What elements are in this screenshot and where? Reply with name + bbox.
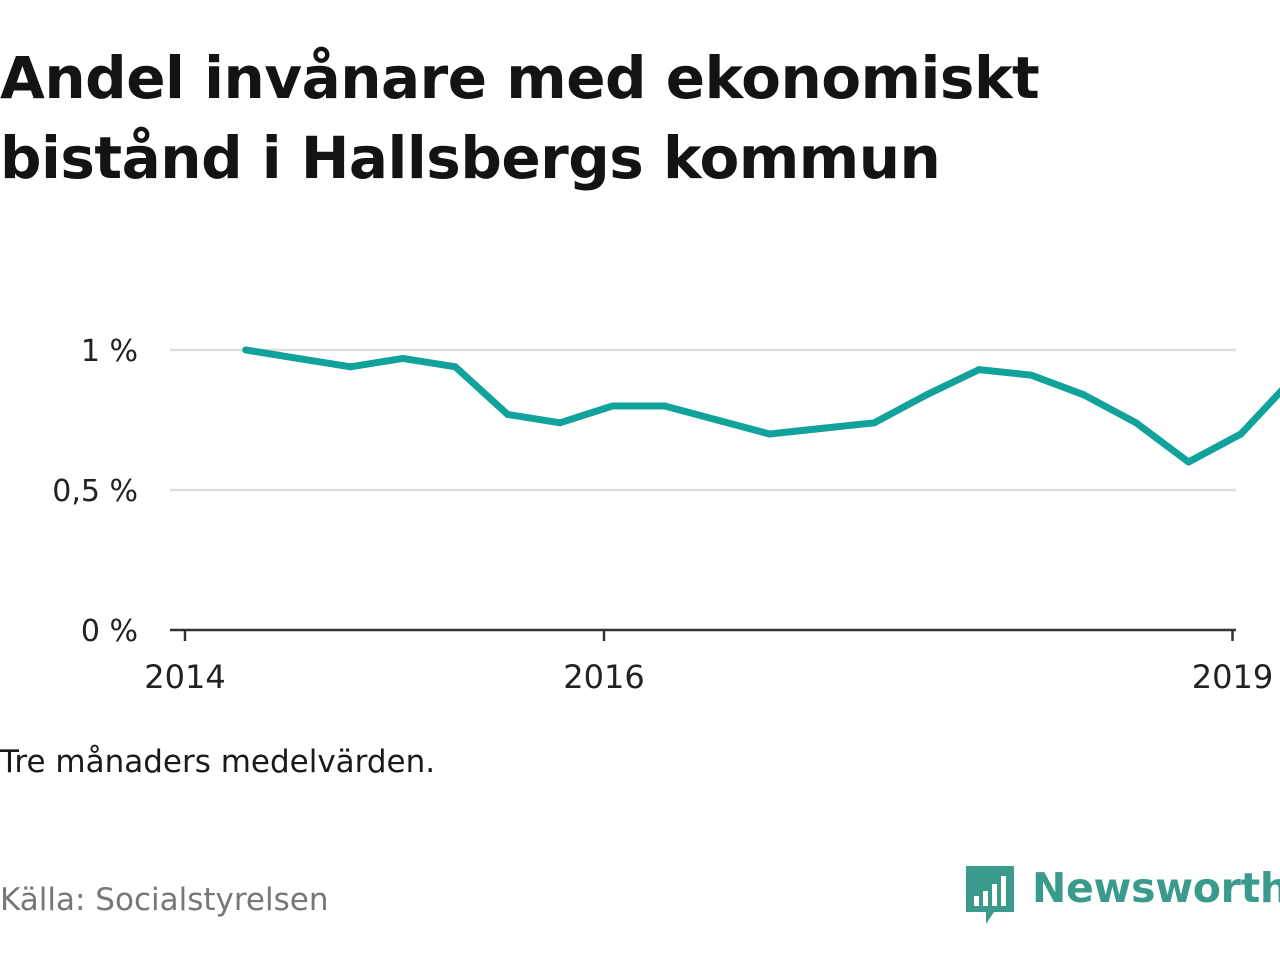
data-point xyxy=(242,346,250,354)
data-point xyxy=(294,354,302,362)
data-point xyxy=(1237,430,1245,438)
line-chart: 0 %0,5 %1 % 20142016201920212023 xyxy=(52,334,1280,696)
brand-name: Newsworthy xyxy=(1032,864,1280,912)
y-axis-tick-labels: 0 % 0,5 % 1 % xyxy=(52,334,138,649)
data-point xyxy=(713,416,721,424)
chart-note: Tre månaders medelvärden. xyxy=(0,744,436,780)
newsworthy-logo: Newsworthy xyxy=(964,864,1280,928)
data-point xyxy=(1185,458,1192,466)
source-credit: Källa: Socialstyrelsen xyxy=(0,882,329,918)
data-point xyxy=(1080,391,1088,399)
data-point xyxy=(451,363,459,371)
data-point xyxy=(661,402,669,410)
data-point xyxy=(975,366,983,374)
data-point xyxy=(923,391,931,399)
data-point xyxy=(1132,419,1140,427)
data-point xyxy=(556,419,564,427)
data-point xyxy=(608,402,616,410)
data-point xyxy=(818,424,826,432)
series-layer xyxy=(242,346,1280,466)
chart-title: Andel invånare med ekonomiskt bistånd i … xyxy=(0,44,1040,192)
bar-chart-speech-bubble-icon xyxy=(966,866,1014,924)
data-point xyxy=(347,363,354,371)
data-point xyxy=(1027,371,1035,379)
y-tick-label: 0,5 % xyxy=(52,474,138,509)
x-axis: 20142016201920212023 xyxy=(144,628,1273,696)
x-tick-label: 2016 xyxy=(563,658,644,696)
x-tick-label: 2014 xyxy=(144,658,225,696)
x-tick-label: 2019 xyxy=(1192,658,1273,696)
data-point xyxy=(870,419,878,427)
y-tick-label: 1 % xyxy=(81,334,138,369)
data-point xyxy=(504,410,512,418)
y-tick-label: 0 % xyxy=(81,614,138,649)
data-point xyxy=(766,430,773,438)
series-line xyxy=(242,346,1280,466)
gridlines xyxy=(170,348,1236,492)
data-point xyxy=(399,354,407,362)
